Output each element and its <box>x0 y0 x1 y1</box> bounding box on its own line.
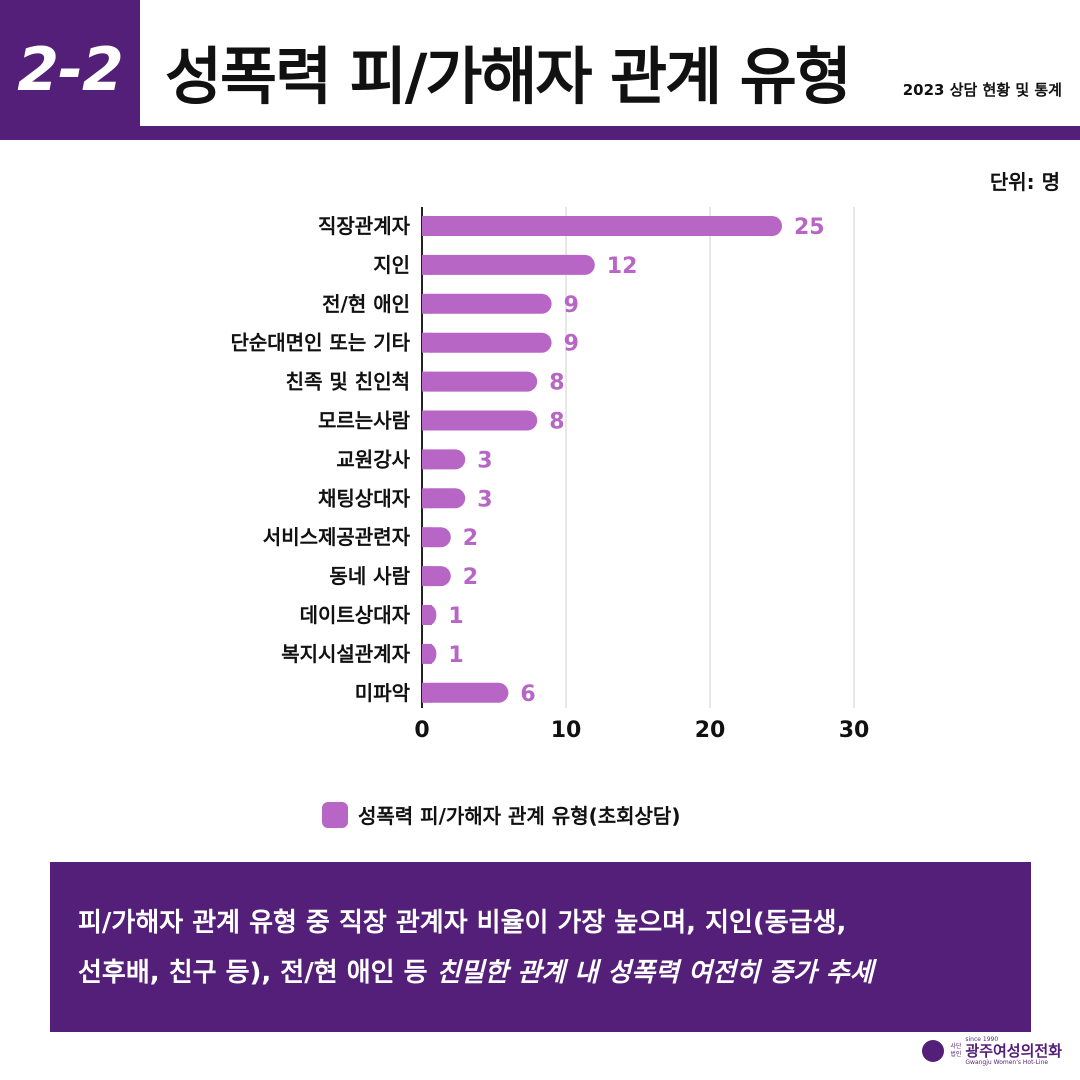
bar-base <box>422 449 432 470</box>
category-label: 지인 <box>373 253 410 277</box>
data-label: 3 <box>477 487 492 512</box>
bar-base <box>422 488 432 509</box>
bar <box>422 488 466 509</box>
category-label: 데이트상대자 <box>300 603 411 627</box>
note-line-1: 피/가해자 관계 유형 중 직장 관계자 비율이 가장 높으며, 지인(동급생, <box>78 908 847 938</box>
data-label: 12 <box>607 254 638 279</box>
data-label: 8 <box>549 410 564 435</box>
bar-base <box>422 605 432 625</box>
bar <box>422 682 509 703</box>
bar-base <box>422 566 432 587</box>
section-number-box: 2-2 <box>0 0 140 140</box>
bar-base <box>422 643 432 664</box>
bar <box>422 332 552 353</box>
bar-base <box>422 527 432 548</box>
x-tick-label: 20 <box>695 718 726 743</box>
bar-base <box>422 216 432 236</box>
data-label: 25 <box>794 215 825 240</box>
data-label: 8 <box>549 371 564 396</box>
logo-text: since 1990 광주여성의전화 Gwangju Women's Hot-L… <box>965 1036 1062 1066</box>
category-label: 교원강사 <box>336 447 410 471</box>
category-label: 채팅상대자 <box>318 486 411 510</box>
category-label: 직장관계자 <box>318 214 411 238</box>
data-label: 9 <box>564 332 579 357</box>
category-label: 단순대면인 또는 기타 <box>230 331 410 355</box>
category-label: 미파악 <box>355 681 411 705</box>
logo-english: Gwangju Women's Hot-Line <box>965 1059 1049 1066</box>
bar-base <box>422 293 432 314</box>
bar-base <box>422 410 432 431</box>
legend-swatch <box>322 801 348 828</box>
chart-legend: 성폭력 피/가해자 관계 유형(초회상담) <box>322 800 680 829</box>
page-title: 성폭력 피/가해자 관계 유형 <box>165 40 852 113</box>
logo-corp-label: 사단 법인 <box>950 1043 961 1059</box>
data-label: 1 <box>448 643 463 668</box>
bar <box>422 410 538 431</box>
bar-base <box>422 682 432 703</box>
note-line-2: 선후배, 친구 등), 전/현 애인 등 친밀한 관계 내 성폭력 여전히 증가… <box>78 948 1003 998</box>
logo-corp-2: 법인 <box>950 1051 962 1058</box>
x-tick-label: 10 <box>551 718 582 743</box>
data-label: 6 <box>520 682 535 707</box>
bar <box>422 449 466 470</box>
data-label: 2 <box>463 526 478 551</box>
bar-base <box>422 371 432 392</box>
logo-mark-icon <box>922 1040 945 1062</box>
data-label: 9 <box>564 293 579 318</box>
legend-label: 성폭력 피/가해자 관계 유형(초회상담) <box>358 804 681 828</box>
x-tick-label: 30 <box>839 718 870 743</box>
category-label: 복지시설관계자 <box>281 642 410 666</box>
organization-logo: 사단 법인 since 1990 광주여성의전화 Gwangju Women's… <box>922 1036 1062 1066</box>
section-number: 2-2 <box>17 35 123 105</box>
data-label: 1 <box>448 604 463 629</box>
unit-label: 단위: 명 <box>989 170 1060 194</box>
logo-name: 광주여성의전화 <box>965 1042 1062 1060</box>
category-label: 서비스제공관련자 <box>263 525 411 549</box>
category-label: 전/현 애인 <box>322 292 410 316</box>
bar-base <box>422 254 432 275</box>
bar <box>422 254 595 275</box>
logo-corp-1: 사단 <box>950 1043 962 1050</box>
summary-note: 피/가해자 관계 유형 중 직장 관계자 비율이 가장 높으며, 지인(동급생,… <box>50 862 1031 1032</box>
bar <box>422 216 782 236</box>
bar <box>422 371 538 392</box>
header-band <box>0 126 1080 140</box>
x-tick-label: 0 <box>414 718 429 743</box>
category-label: 친족 및 친인척 <box>286 370 410 394</box>
logo-since: since 1990 <box>965 1036 999 1043</box>
bar-base <box>422 332 432 353</box>
data-label: 2 <box>463 565 478 590</box>
page-subtitle: 2023 상담 현황 및 통계 <box>902 81 1062 99</box>
category-label: 동네 사람 <box>329 564 410 588</box>
note-line-2-plain: 선후배, 친구 등), 전/현 애인 등 <box>78 958 437 988</box>
category-label: 모르는사람 <box>318 409 411 433</box>
note-line-2-emphasis: 친밀한 관계 내 성폭력 여전히 증가 추세 <box>436 958 874 988</box>
data-label: 3 <box>477 448 492 473</box>
bar <box>422 293 552 314</box>
